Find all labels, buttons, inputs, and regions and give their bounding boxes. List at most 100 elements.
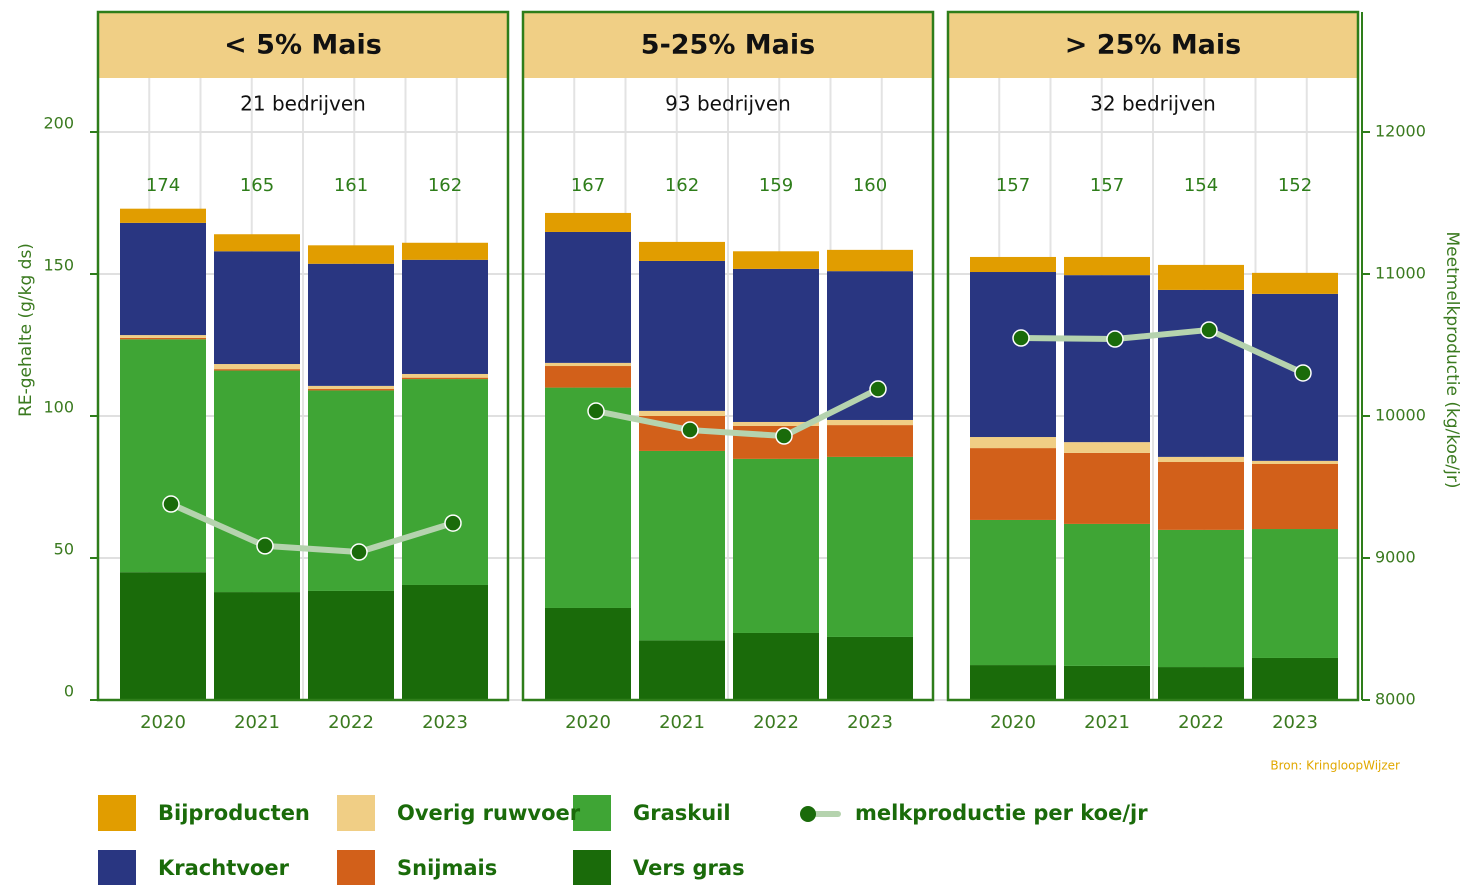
- bar-segment: [639, 450, 725, 641]
- line-marker: [162, 495, 180, 513]
- bar-segment: [402, 584, 488, 700]
- y-tick-label: 0: [64, 682, 74, 701]
- y-tick-label: 200: [43, 114, 74, 133]
- bar-segment: [733, 268, 819, 422]
- bar-segment: [1252, 463, 1338, 530]
- bar-segment: [214, 364, 300, 370]
- facet-title: < 5% Mais: [224, 30, 382, 61]
- bar-segment: [120, 208, 206, 223]
- y2-tick-label: 8000: [1375, 690, 1416, 709]
- legend-label: Snijmais: [397, 856, 497, 880]
- line-marker: [1106, 330, 1124, 348]
- bar-segment: [827, 271, 913, 420]
- x-tick-label: 2023: [422, 712, 468, 733]
- bar-segment: [545, 231, 631, 363]
- y2-tick-label: 10000: [1375, 406, 1426, 425]
- bar-segment: [545, 607, 631, 700]
- facet-header: [948, 12, 1358, 78]
- x-tick-label: 2022: [753, 712, 799, 733]
- bar-segment: [545, 387, 631, 608]
- total-label: 162: [428, 175, 462, 196]
- facet-subtitle: 32 bedrijven: [1090, 92, 1216, 116]
- line-marker: [1012, 329, 1030, 347]
- bar-segment: [733, 251, 819, 269]
- line-marker: [587, 402, 605, 420]
- bar-segment: [733, 458, 819, 633]
- legend-label: Krachtvoer: [158, 856, 290, 880]
- total-label: 157: [996, 175, 1030, 196]
- legend-swatch: [337, 850, 375, 885]
- bar-segment: [120, 222, 206, 336]
- bar-segment: [970, 272, 1056, 438]
- bar-segment: [1064, 523, 1150, 666]
- bar-segment: [120, 337, 206, 340]
- bar-segment: [827, 249, 913, 272]
- facet-title: > 25% Mais: [1065, 30, 1241, 61]
- total-label: 160: [853, 175, 887, 196]
- bar-segment: [214, 370, 300, 593]
- bar-segment: [970, 665, 1056, 700]
- total-label: 152: [1278, 175, 1312, 196]
- legend-marker: [800, 806, 816, 822]
- bar-segment: [402, 242, 488, 260]
- bar-segment: [1064, 256, 1150, 276]
- y-tick-label: 50: [54, 540, 74, 559]
- bar-segment: [308, 389, 394, 391]
- bar-segment: [970, 519, 1056, 666]
- legend-swatch: [98, 850, 136, 885]
- bar-segment: [308, 263, 394, 386]
- facet-frame: [521, 10, 935, 702]
- bar-segment: [1252, 293, 1338, 461]
- source: Bron: KringloopWijzer: [1270, 759, 1400, 773]
- line-marker: [1294, 364, 1312, 382]
- y-axis-label: RE-gehalte (g/kg ds): [16, 243, 36, 417]
- facet-frame: [946, 10, 1360, 702]
- bar-segment: [827, 456, 913, 637]
- x-tick-label: 2023: [1272, 712, 1318, 733]
- bar-segment: [733, 632, 819, 700]
- total-label: 157: [1090, 175, 1124, 196]
- bar-segment: [970, 448, 1056, 520]
- bar-segment: [1158, 462, 1244, 530]
- bar-segment: [639, 410, 725, 416]
- total-label: 174: [146, 175, 180, 196]
- facet-title: 5-25% Mais: [641, 30, 815, 61]
- y-tick-label: 150: [43, 256, 74, 275]
- legend-swatch: [573, 795, 611, 831]
- legend-label: Vers gras: [633, 856, 745, 880]
- x-tick-label: 2022: [328, 712, 374, 733]
- bar-segment: [545, 362, 631, 367]
- bar-segment: [1252, 657, 1338, 700]
- line-marker: [775, 427, 793, 445]
- bar-segment: [545, 366, 631, 388]
- line: [1020, 326, 1305, 376]
- bar-segment: [214, 234, 300, 252]
- bar-segment: [639, 260, 725, 411]
- bar-segment: [827, 419, 913, 426]
- bar-segment: [1158, 264, 1244, 290]
- line: [595, 386, 880, 440]
- x-tick-label: 2022: [1178, 712, 1224, 733]
- bar-segment: [1252, 529, 1338, 658]
- bar-segment: [308, 590, 394, 700]
- legend-swatch: [337, 795, 375, 831]
- bar-segment: [827, 636, 913, 700]
- y2-tick-label: 11000: [1375, 264, 1426, 283]
- bar-segment: [733, 421, 819, 426]
- total-label: 162: [665, 175, 699, 196]
- bar-segment: [970, 437, 1056, 449]
- bar-segment: [970, 256, 1056, 273]
- bar-segment: [545, 212, 631, 232]
- bar-segment: [1064, 665, 1150, 700]
- line-marker: [1200, 321, 1218, 339]
- x-tick-label: 2021: [1084, 712, 1130, 733]
- line: [169, 501, 454, 556]
- bar-segment: [402, 373, 488, 378]
- facet-header: [98, 12, 508, 78]
- x-tick-label: 2021: [659, 712, 705, 733]
- facet-subtitle: 93 bedrijven: [665, 92, 791, 116]
- legend-label: Graskuil: [633, 801, 731, 825]
- bar-segment: [1158, 667, 1244, 700]
- legend-swatch: [573, 850, 611, 885]
- bar-segment: [402, 259, 488, 374]
